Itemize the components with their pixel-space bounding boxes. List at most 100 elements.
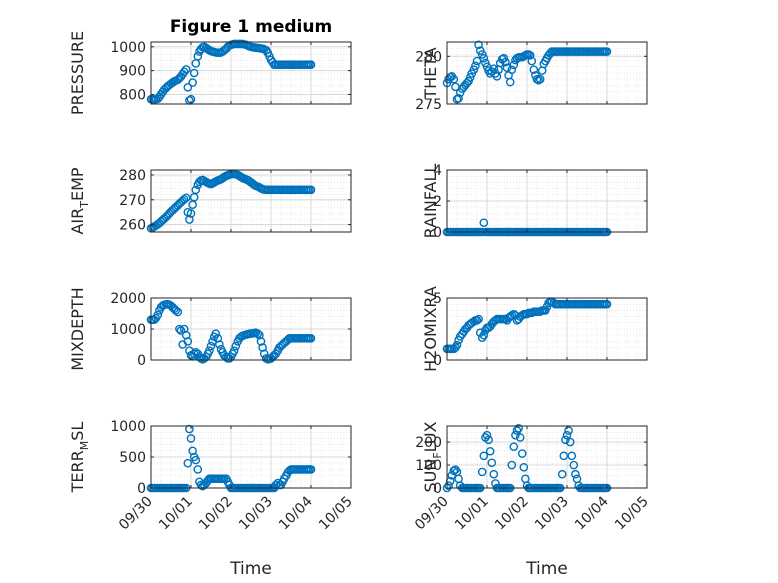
data-point <box>444 481 453 491</box>
data-point <box>509 442 519 451</box>
data-point <box>471 61 480 71</box>
data-point <box>562 430 572 440</box>
data-point <box>472 316 482 325</box>
data-point <box>183 83 193 92</box>
data-point <box>519 463 529 472</box>
data-point <box>487 458 497 468</box>
data-point <box>525 51 535 60</box>
axes-box <box>446 425 648 489</box>
data-point <box>509 60 519 70</box>
data-point <box>193 52 203 61</box>
data-point <box>514 423 523 433</box>
y-tick-label: 1000 <box>110 322 146 338</box>
axes-box <box>150 41 352 105</box>
data-point <box>449 74 459 84</box>
data-point <box>474 40 483 50</box>
data-point <box>179 67 189 77</box>
y-tick-label: 0 <box>433 481 442 497</box>
data-point <box>571 469 580 479</box>
data-point <box>512 426 522 435</box>
data-point <box>479 451 489 461</box>
y-axis-label: RAINFALL <box>421 164 440 239</box>
y-tick-label: 1000 <box>110 419 146 435</box>
data-point <box>189 68 199 78</box>
data-point <box>507 460 517 470</box>
y-tick-label: 500 <box>119 450 146 466</box>
axes-box <box>446 41 648 105</box>
data-point <box>153 310 163 320</box>
data-point <box>186 434 196 443</box>
axes-box <box>150 169 352 233</box>
y-tick-label: 0 <box>137 353 146 369</box>
y-axis-label: THETA <box>421 47 440 99</box>
y-tick-label: 200 <box>415 435 442 451</box>
data-point <box>511 430 520 440</box>
data-point <box>517 449 527 458</box>
y-tick-label: 260 <box>119 218 146 234</box>
data-point <box>454 93 463 103</box>
data-point <box>231 341 241 351</box>
y-tick-label: 270 <box>119 193 146 209</box>
axes-box <box>446 297 648 361</box>
x-axis-label: Time <box>229 559 272 579</box>
subplot-mixdepth: 0 1000 2000 MIXDEPTH <box>68 287 352 371</box>
data-point <box>481 58 490 68</box>
data-point <box>205 346 214 356</box>
data-point <box>507 65 517 74</box>
y-axis-label: AIRTEMP <box>68 167 91 234</box>
data-point <box>505 77 515 87</box>
data-point <box>181 193 191 203</box>
data-point <box>175 324 184 334</box>
data-point <box>474 314 483 324</box>
y-tick-label: 800 <box>119 87 146 103</box>
x-axis-label: Time <box>525 559 568 579</box>
y-axis-label: H2OMIXRA <box>421 286 440 372</box>
data-point <box>215 340 224 349</box>
y-tick-label: 1000 <box>110 40 146 56</box>
data-point <box>485 446 495 456</box>
data-point <box>602 47 612 56</box>
data-point <box>484 435 493 445</box>
data-point <box>561 435 570 445</box>
data-point <box>515 433 525 442</box>
y-tick-label: 0 <box>433 353 442 369</box>
data-point <box>479 330 489 340</box>
data-point <box>565 437 575 447</box>
y-tick-label: 100 <box>415 458 442 474</box>
series-markers <box>442 40 612 104</box>
data-point <box>206 341 216 351</box>
y-axis-label: MIXDEPTH <box>68 287 87 370</box>
y-tick-label: 2000 <box>110 291 146 307</box>
data-point <box>557 469 567 479</box>
data-point <box>306 333 316 343</box>
data-point <box>482 430 492 440</box>
subplot-air-temp: 260 270 280 AIRTEMP <box>68 167 352 235</box>
y-axis-label: PRESSURE <box>68 31 87 115</box>
data-point <box>567 451 577 461</box>
data-point <box>181 65 191 74</box>
y-tick-label: 275 <box>415 97 442 113</box>
data-point <box>489 469 499 479</box>
data-point <box>489 64 499 74</box>
y-tick-label: 0 <box>433 225 442 241</box>
y-tick-label: 5 <box>433 291 442 307</box>
data-point <box>229 346 239 356</box>
data-point <box>479 53 489 63</box>
data-point <box>193 465 203 474</box>
data-point <box>211 329 221 338</box>
series-markers <box>146 169 316 233</box>
y-tick-label: 280 <box>415 49 442 65</box>
y-tick-label: 2 <box>433 194 442 210</box>
data-point <box>306 185 316 195</box>
y-axis-label: SUNFLUX <box>421 421 444 492</box>
data-point <box>559 451 569 461</box>
data-point <box>465 72 475 82</box>
data-point <box>477 467 487 477</box>
data-point <box>451 465 460 474</box>
data-point <box>535 74 545 84</box>
data-point <box>306 465 316 474</box>
y-axis-label: TERRMSL <box>68 422 91 494</box>
